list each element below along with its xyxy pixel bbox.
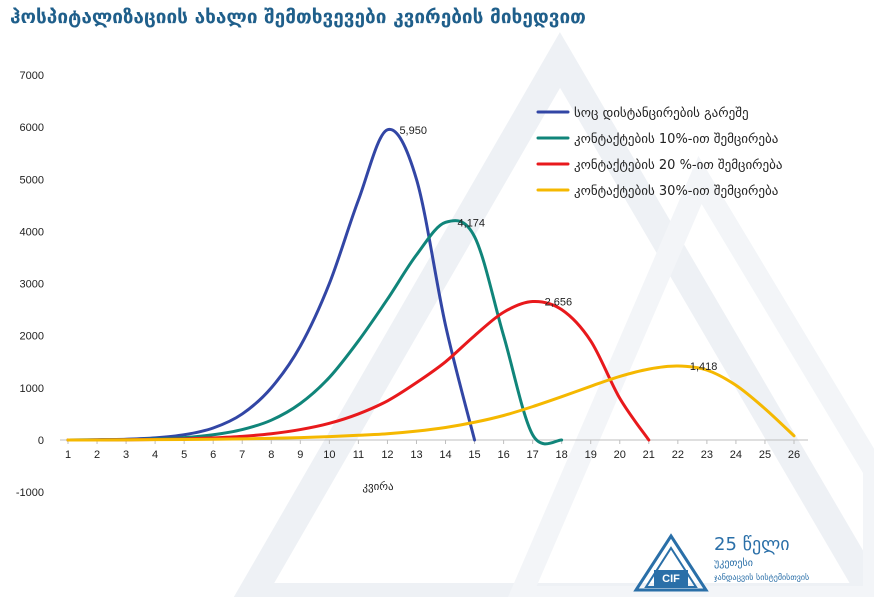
x-tick-label: 10 xyxy=(323,449,335,461)
logo-line1: 25 წელი xyxy=(714,534,790,555)
peak-data-label-4: 1,418 xyxy=(690,361,718,373)
x-tick-label: 24 xyxy=(730,449,742,461)
x-tick-label: 18 xyxy=(556,449,568,461)
x-tick-label: 3 xyxy=(123,449,129,461)
y-tick-label: 4000 xyxy=(20,226,44,238)
legend-label-2: კონტაქტების 10%-ით შემცირება xyxy=(574,132,778,147)
x-tick-label: 13 xyxy=(410,449,422,461)
x-tick-label: 25 xyxy=(759,449,771,461)
legend-label-3: კონტაქტების 20 %-ით შემცირება xyxy=(574,158,782,173)
x-tick-label: 16 xyxy=(497,449,509,461)
logo-line3: ჯანდაცვის სისტემისთვის xyxy=(714,573,810,582)
x-tick-label: 9 xyxy=(297,449,303,461)
y-tick-label: 6000 xyxy=(20,122,44,134)
x-tick-label: 14 xyxy=(439,449,451,461)
peak-data-label-1: 5,950 xyxy=(399,125,427,137)
peak-data-label-2: 4,174 xyxy=(458,217,486,229)
y-tick-label: 1000 xyxy=(20,383,44,395)
cif-logo: CIF 25 წელი უკეთესი ჯანდაცვის სისტემისთვ… xyxy=(632,532,872,594)
legend: სოც დისტანცირების გარეშე კონტაქტების 10%-… xyxy=(536,106,782,199)
peak-data-label-3: 2,656 xyxy=(545,297,573,309)
logo-line2: უკეთესი xyxy=(714,558,753,569)
x-tick-label: 19 xyxy=(585,449,597,461)
x-tick-label: 26 xyxy=(788,449,800,461)
y-axis: -1000 0 1000 2000 3000 4000 5000 6000 7000 xyxy=(16,70,44,499)
x-axis-label: კვირა xyxy=(362,480,394,493)
x-tick-label: 1 xyxy=(65,449,71,461)
y-tick-label: 7000 xyxy=(20,70,44,82)
y-tick-label: 2000 xyxy=(20,331,44,343)
cif-logo-triangle-icon: CIF xyxy=(633,533,709,592)
watermark-triangle-outer xyxy=(233,32,874,597)
x-tick-label: 7 xyxy=(239,449,245,461)
y-tick-label: -1000 xyxy=(16,487,44,499)
series-line-2 xyxy=(66,219,564,446)
page-title: ჰოსპიტალიზაციის ახალი შემთხვევები კვირებ… xyxy=(10,6,586,28)
legend-label-4: კონტაქტების 30%-ით შემცირება xyxy=(574,184,778,199)
x-tick-label: 23 xyxy=(701,449,713,461)
peak-labels: 5,950 4,174 2,656 1,418 xyxy=(399,125,717,373)
series-lines xyxy=(66,127,796,446)
x-tick-label: 4 xyxy=(152,449,158,461)
x-tick-label: 6 xyxy=(210,449,216,461)
y-tick-label: 3000 xyxy=(20,279,44,291)
series-line-1 xyxy=(66,127,477,442)
x-tick-label: 12 xyxy=(381,449,393,461)
x-axis: 1 2 3 4 5 6 7 8 9 10 11 12 13 14 15 16 17 18 19 20 21 22 23 24 2… xyxy=(60,439,808,493)
x-tick-label: 22 xyxy=(672,449,684,461)
x-tick-label: 21 xyxy=(643,449,655,461)
x-tick-label: 20 xyxy=(614,449,626,461)
x-tick-label: 11 xyxy=(353,449,364,461)
logo-mark-text: CIF xyxy=(662,573,680,585)
x-tick-label: 8 xyxy=(268,449,274,461)
y-tick-label: 5000 xyxy=(20,174,44,186)
x-tick-label: 5 xyxy=(181,449,187,461)
legend-label-1: სოც დისტანცირების გარეშე xyxy=(574,106,749,121)
x-tick-label: 2 xyxy=(94,449,100,461)
y-tick-label: 0 xyxy=(38,435,44,447)
series-line-4 xyxy=(66,364,796,442)
x-tick-label: 17 xyxy=(527,449,539,461)
background-watermark xyxy=(233,32,874,597)
watermark-triangle-inner xyxy=(508,155,874,597)
x-tick-label: 15 xyxy=(468,449,480,461)
